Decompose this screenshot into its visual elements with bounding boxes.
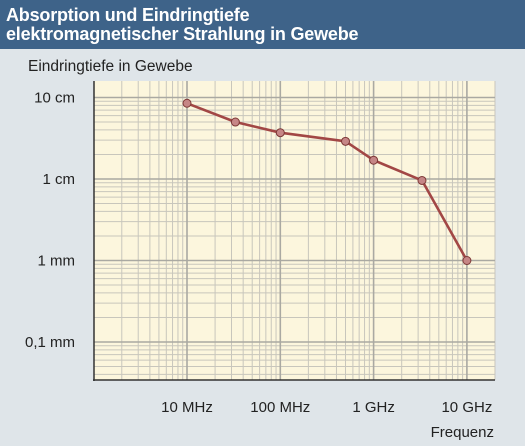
data-point — [275, 128, 285, 138]
y-tick-label: 10 cm — [34, 90, 75, 107]
data-point — [341, 136, 351, 146]
data-point — [417, 175, 427, 185]
y-tick-label: 1 cm — [42, 171, 75, 188]
data-point — [230, 117, 240, 127]
x-tick-label: 10 GHz — [441, 399, 492, 416]
y-tick-label: 1 mm — [38, 253, 76, 270]
plot-area — [94, 81, 495, 380]
x-tick-label: 10 MHz — [161, 399, 213, 416]
data-point — [369, 155, 379, 165]
data-point — [182, 98, 192, 108]
depth-frequency-chart: 10 MHz 100 MHz 1 GHz 10 GHz 10 cm 1 cm 1 mm 0,1… — [25, 58, 496, 441]
data-point — [462, 256, 472, 265]
x-axis-title: Frequenz — [431, 424, 494, 441]
y-axis-title: Eindringtiefe in Gewebe — [28, 58, 193, 75]
chart-title-line-1: Absorption und Eindringtiefe — [6, 5, 250, 25]
x-tick-label: 100 MHz — [250, 399, 310, 416]
chart-title-line-2: elektromagnetischer Strahlung in Gewebe — [6, 24, 359, 44]
chart-header: Absorption und Eindringtiefe elektromagn… — [0, 0, 525, 49]
y-tick-label: 0,1 mm — [25, 334, 75, 351]
x-tick-label: 1 GHz — [352, 399, 395, 416]
